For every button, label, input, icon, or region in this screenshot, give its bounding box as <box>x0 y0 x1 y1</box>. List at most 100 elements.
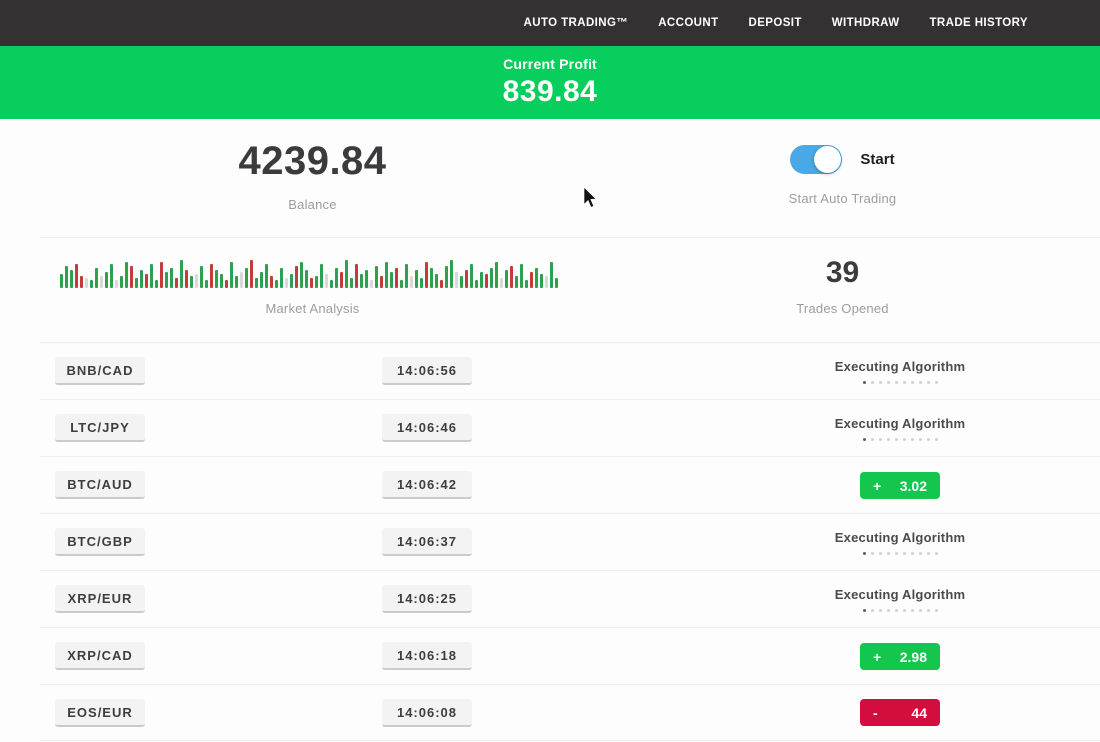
chart-bar <box>429 268 433 288</box>
chart-bar <box>289 274 293 288</box>
chart-bar <box>469 264 473 288</box>
pair-cell: XRP/EUR <box>40 585 370 613</box>
time-chip: 14:06:42 <box>382 471 472 499</box>
chart-bar <box>314 276 318 288</box>
chart-bar <box>284 278 288 288</box>
progress-dot <box>926 380 930 384</box>
progress-dot <box>910 437 914 441</box>
time-cell: 14:06:42 <box>370 471 700 499</box>
chart-bar <box>549 262 553 288</box>
chart-bar <box>204 280 208 288</box>
chart-bar <box>84 278 88 288</box>
progress-dots <box>862 380 938 384</box>
chart-bar <box>404 264 408 288</box>
nav-item-account[interactable]: ACCOUNT <box>658 17 719 29</box>
current-profit-label: Current Profit <box>503 56 597 72</box>
chart-bar <box>529 272 533 288</box>
executing-status: Executing Algorithm <box>835 587 965 612</box>
pair-cell: BTC/GBP <box>40 528 370 556</box>
nav-item-deposit[interactable]: DEPOSIT <box>748 17 802 29</box>
chart-bar <box>534 268 538 288</box>
chart-bar <box>359 274 363 288</box>
chart-bar <box>384 262 388 288</box>
auto-trading-label: Start Auto Trading <box>788 191 897 206</box>
chart-bar <box>194 274 198 288</box>
chart-bar <box>259 272 263 288</box>
chart-bar <box>294 266 298 288</box>
result-value: 2.98 <box>899 648 927 665</box>
chart-bar <box>214 270 218 288</box>
chart-bar <box>104 272 108 288</box>
chart-bar <box>544 276 548 288</box>
status-cell: Executing Algorithm <box>700 587 1100 612</box>
auto-trading-toggle[interactable] <box>790 145 843 174</box>
nav-item-auto-trading[interactable]: AUTO TRADING™ <box>523 17 629 29</box>
progress-dot <box>862 437 866 441</box>
chart-bar <box>454 272 458 288</box>
chart-bar <box>274 280 278 288</box>
current-profit-value: 839.84 <box>502 75 598 108</box>
pair-chip: BTC/GBP <box>55 528 145 556</box>
chart-bar <box>514 276 518 288</box>
chart-bar <box>239 272 243 288</box>
chart-bar <box>149 264 153 288</box>
chart-bar <box>249 260 253 288</box>
pair-chip: BTC/AUD <box>55 471 145 499</box>
chart-bar <box>409 276 413 288</box>
progress-dot <box>870 380 874 384</box>
progress-dot <box>918 380 922 384</box>
chart-bar <box>159 262 163 288</box>
chart-bar <box>154 280 158 288</box>
nav-item-withdraw[interactable]: WITHDRAW <box>831 17 900 29</box>
balance-value: 4239.84 <box>238 139 387 183</box>
chart-bar <box>164 272 168 288</box>
progress-dot <box>886 437 890 441</box>
chart-bar <box>474 280 478 288</box>
time-cell: 14:06:56 <box>370 357 700 385</box>
result-badge: + 3.02 <box>860 471 940 499</box>
pair-cell: BNB/CAD <box>40 357 370 385</box>
chart-bar <box>479 272 483 288</box>
stats-row-market: Market Analysis 39 Trades Opened <box>0 238 1100 342</box>
chart-bar <box>539 274 543 288</box>
progress-dot <box>934 380 938 384</box>
trade-row: LTC/JPY 14:06:46 Executing Algorithm <box>40 399 1100 456</box>
chart-bar <box>59 274 63 288</box>
chart-bar <box>139 270 143 288</box>
progress-dot <box>886 380 890 384</box>
progress-dot <box>910 608 914 612</box>
progress-dot <box>926 551 930 555</box>
result-sign: - <box>873 705 878 721</box>
status-cell: + 3.02 <box>700 471 1100 499</box>
chart-bar <box>444 266 448 288</box>
nav-item-trade-history[interactable]: TRADE HISTORY <box>929 17 1028 29</box>
chart-bar <box>229 262 233 288</box>
chart-bar <box>524 280 528 288</box>
status-cell: Executing Algorithm <box>700 416 1100 441</box>
pair-cell: LTC/JPY <box>40 414 370 442</box>
chart-bar <box>184 270 188 288</box>
market-analysis-label: Market Analysis <box>265 301 360 316</box>
chart-bar <box>234 276 238 288</box>
chart-bar <box>349 278 353 288</box>
progress-dot <box>902 551 906 555</box>
trade-row: BNB/CAD 14:06:56 Executing Algorithm <box>40 342 1100 399</box>
top-navbar: AUTO TRADING™ ACCOUNT DEPOSIT WITHDRAW TRADE… <box>0 0 1100 46</box>
progress-dots <box>862 437 938 441</box>
pair-chip: LTC/JPY <box>55 414 145 442</box>
chart-bar <box>219 274 223 288</box>
pair-cell: XRP/CAD <box>40 642 370 670</box>
pair-chip: XRP/CAD <box>55 642 145 670</box>
chart-bar <box>129 266 133 288</box>
progress-dot <box>902 608 906 612</box>
market-analysis-block: Market Analysis <box>40 238 585 342</box>
market-analysis-chart <box>59 254 566 288</box>
progress-dot <box>870 437 874 441</box>
chart-bar <box>299 262 303 288</box>
progress-dot <box>894 437 898 441</box>
result-badge: + 2.98 <box>860 642 940 670</box>
result-value: 44 <box>911 705 927 721</box>
chart-bar <box>179 260 183 288</box>
chart-bar <box>244 268 248 288</box>
chart-bar <box>344 260 348 288</box>
